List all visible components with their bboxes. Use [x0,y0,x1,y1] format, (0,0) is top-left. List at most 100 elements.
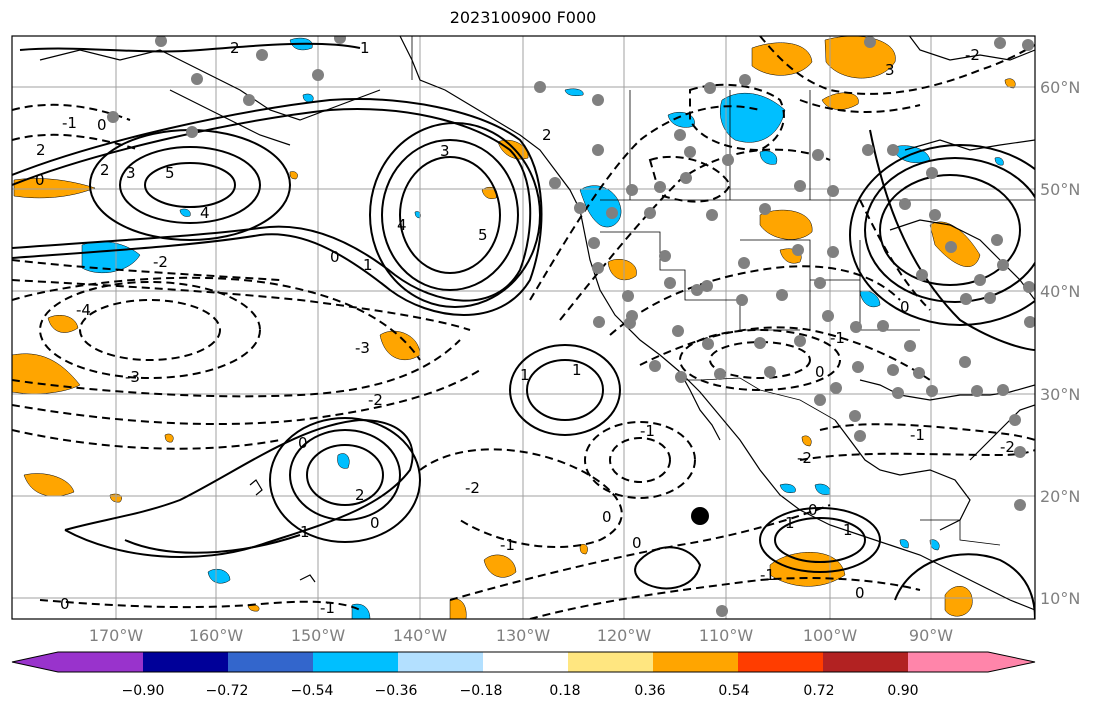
contour-label: 0 [808,501,818,519]
station-marker [739,74,751,86]
station-marker [984,292,996,304]
station-marker [704,82,716,94]
station-marker [191,73,203,85]
station-marker [592,262,604,274]
station-marker [877,320,889,332]
lon-label: 110°W [699,626,754,645]
contour-label: -1 [500,536,515,554]
station-marker [649,360,661,372]
political-borders [411,36,1035,546]
station-marker [776,289,788,301]
station-marker [892,387,904,399]
colorbar-segment [228,652,313,672]
contour-label: 1 [300,523,310,541]
station-marker [926,385,938,397]
station-marker [814,394,826,406]
station-marker [622,290,634,302]
lat-label: 10°N [1040,589,1080,608]
colorbar-segment [653,652,738,672]
station-marker [929,209,941,221]
station-marker [549,177,561,189]
station-marker [574,202,586,214]
contour-label: 0 [35,171,45,189]
station-marker [680,172,692,184]
colorbar-label: −0.36 [375,683,418,699]
longitude-axis-labels: 170°W 160°W 150°W 140°W 130°W 120°W 110°… [89,626,953,645]
station-marker [849,410,861,422]
station-marker [759,203,771,215]
colorbar-tick-labels: −0.90 −0.72 −0.54 −0.36 −0.18 0.18 0.36 … [122,683,919,699]
station-marker [792,244,804,256]
station-marker [794,180,806,192]
station-marker [1022,39,1034,51]
contour-label: -3 [355,339,370,357]
map-title: 2023100900 F000 [449,8,597,27]
lon-label: 100°W [803,626,858,645]
contour-label: -3 [125,368,140,386]
station-marker [814,277,826,289]
station-marker [664,277,676,289]
contour-label: 0 [370,514,380,532]
station-marker [971,385,983,397]
station-marker [738,257,750,269]
negative-contours [12,36,1035,619]
latitude-axis-labels: 60°N 50°N 40°N 30°N 20°N 10°N [1040,78,1080,608]
contour-label: 5 [165,164,175,182]
station-marker [714,368,726,380]
station-marker [691,284,703,296]
contour-label: 5 [478,226,488,244]
station-marker [899,198,911,210]
positive-anomaly-patches [12,36,1016,619]
contour-label: -2 [965,46,980,64]
lon-label: 150°W [291,626,346,645]
colorbar-label: 0.72 [803,683,834,699]
colorbar-label: −0.90 [122,683,165,699]
colorbar-segment [568,652,653,672]
contour-label: 0 [97,116,107,134]
station-marker [913,367,925,379]
station-marker [904,340,916,352]
lat-label: 40°N [1040,282,1080,301]
station-marker [994,37,1006,49]
station-marker [827,185,839,197]
station-marker [862,144,874,156]
station-markers [107,36,1035,617]
station-marker [822,310,834,322]
station-marker [1014,446,1026,458]
lat-label: 20°N [1040,487,1080,506]
contour-label: 3 [885,61,895,79]
contour-label: 3 [440,142,450,160]
colorbar-label: −0.18 [460,683,503,699]
station-marker [186,126,198,138]
station-marker [997,259,1009,271]
contour-label: 0 [900,298,910,316]
contour-labels: 5 4 3 2 5 4 3 2 1 0 -1 -2 -3 -3 -4 -2 0 … [35,39,1015,617]
station-marker [854,430,866,442]
station-marker [672,325,684,337]
station-marker [716,605,728,617]
station-marker [684,146,696,158]
station-marker [534,81,546,93]
colorbar-label: −0.72 [206,683,249,699]
lon-label: 90°W [909,626,953,645]
contour-label: 0 [602,508,612,526]
colorbar-outline [11,651,1036,673]
station-marker [945,241,957,253]
colorbar-label: 0.36 [634,683,665,699]
tropical-cyclone-marker [691,507,709,525]
station-marker [256,49,268,61]
station-marker [959,356,971,368]
contour-label: 4 [200,204,210,222]
contour-label: 0 [60,595,70,613]
colorbar-segment [313,652,398,672]
contour-label: 2 [100,161,110,179]
station-marker [926,167,938,179]
station-marker [592,144,604,156]
station-marker [593,316,605,328]
contour-label: 0 [330,248,340,266]
contour-label: -1 [910,426,925,444]
positive-contours [12,42,1035,619]
contour-label: 1 [572,361,582,379]
station-marker [864,36,876,48]
contour-label: 2 [36,141,46,159]
